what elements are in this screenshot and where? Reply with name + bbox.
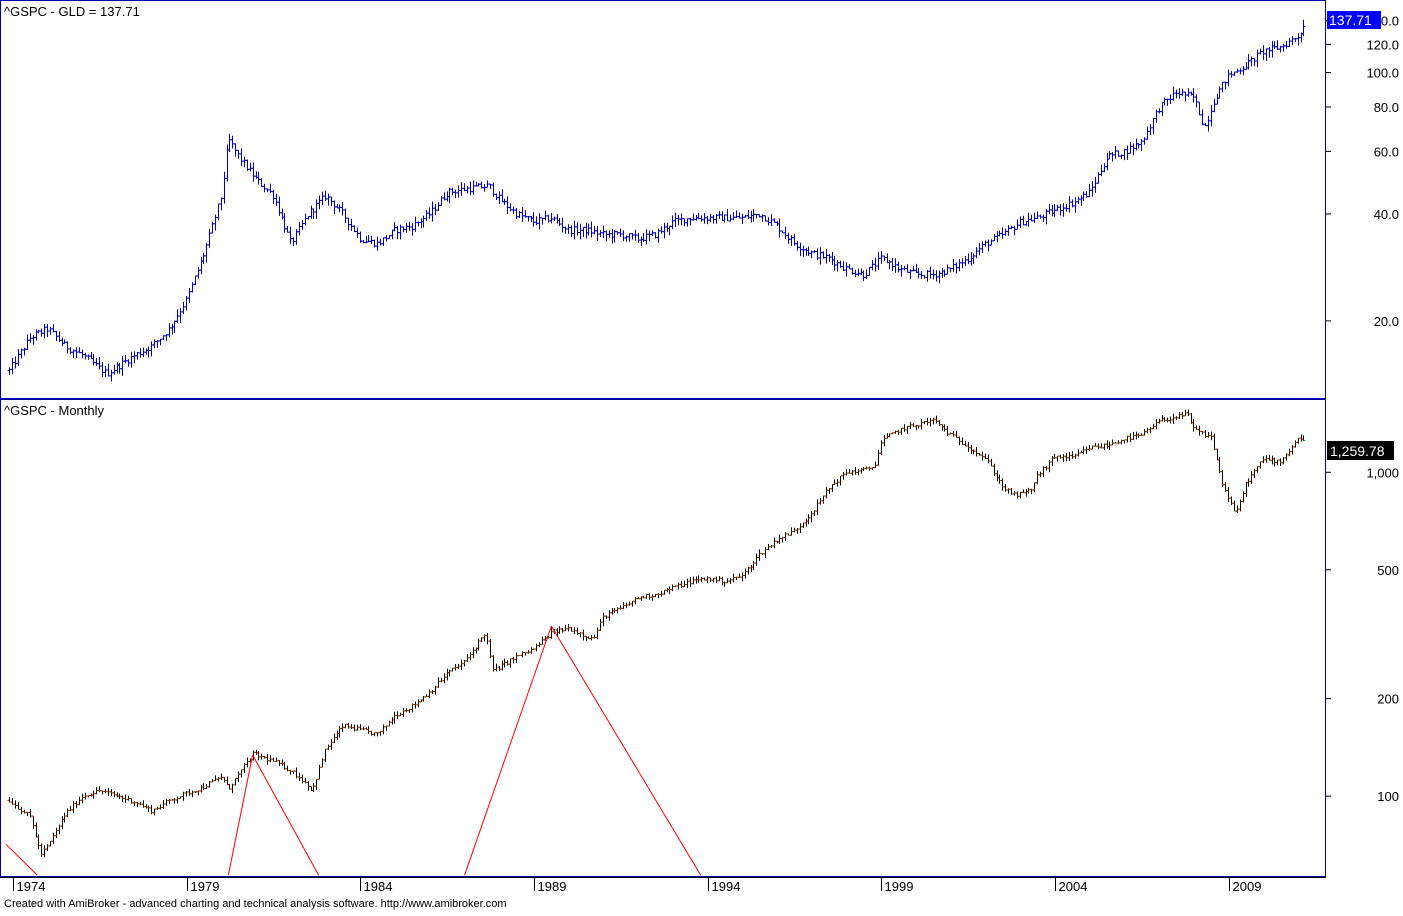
ratio-y-tick-label: 80.0 [1374,100,1399,115]
x-tick-label: 1994 [712,879,741,894]
x-tick-label: 1979 [191,879,220,894]
x-tick-label: 1974 [17,879,46,894]
ratio-last-value: 137.71 [1329,12,1372,28]
x-tick-label: 2004 [1059,879,1088,894]
trend-line [550,625,702,876]
footer-credit: Created with AmiBroker - advanced charti… [4,898,507,910]
index-y-tick-label: 500 [1377,563,1399,578]
index-y-tick-label: 100 [1377,789,1399,804]
ratio-price-bars [7,19,1306,382]
trend-lines [5,625,702,876]
ratio-chart-title: ^GSPC - GLD = 137.71 [4,4,140,19]
index-y-tick-label: 1,000 [1366,465,1399,480]
ratio-pane-frame [0,0,1326,399]
ratio-y-tick-label: 120.0 [1366,37,1399,52]
ratio-last-value-badge: 137.71 [1327,11,1381,29]
index-price-bars [7,409,1306,858]
ratio-y-tick-label: 100.0 [1366,66,1399,81]
index-last-value: 1,259.78 [1330,443,1385,459]
x-tick-label: 1984 [364,879,393,894]
ratio-y-tick-label: 20.0 [1374,314,1399,329]
ratio-badge-background [1327,11,1381,29]
index-badge-background [1327,441,1394,460]
index-chart-title: ^GSPC - Monthly [4,403,105,418]
index-pane-frame [0,399,1326,877]
x-tick-label: 1999 [885,879,914,894]
trend-line [5,843,38,876]
index-last-value-badge: 1,259.78 [1327,441,1394,460]
x-tick-label: 2009 [1233,879,1262,894]
index-y-axis: 100 200 500 1,000 [1326,465,1399,804]
x-axis: 1974 1979 1984 1989 1994 1999 2004 2009 [13,877,1262,894]
index-y-tick-label: 200 [1377,692,1399,707]
ratio-y-tick-label: 60.0 [1374,144,1399,159]
ratio-y-tick-label: 40.0 [1374,207,1399,222]
trend-line [252,754,320,876]
trend-line [464,625,552,876]
trend-line [227,754,254,876]
x-tick-label: 1989 [538,879,567,894]
